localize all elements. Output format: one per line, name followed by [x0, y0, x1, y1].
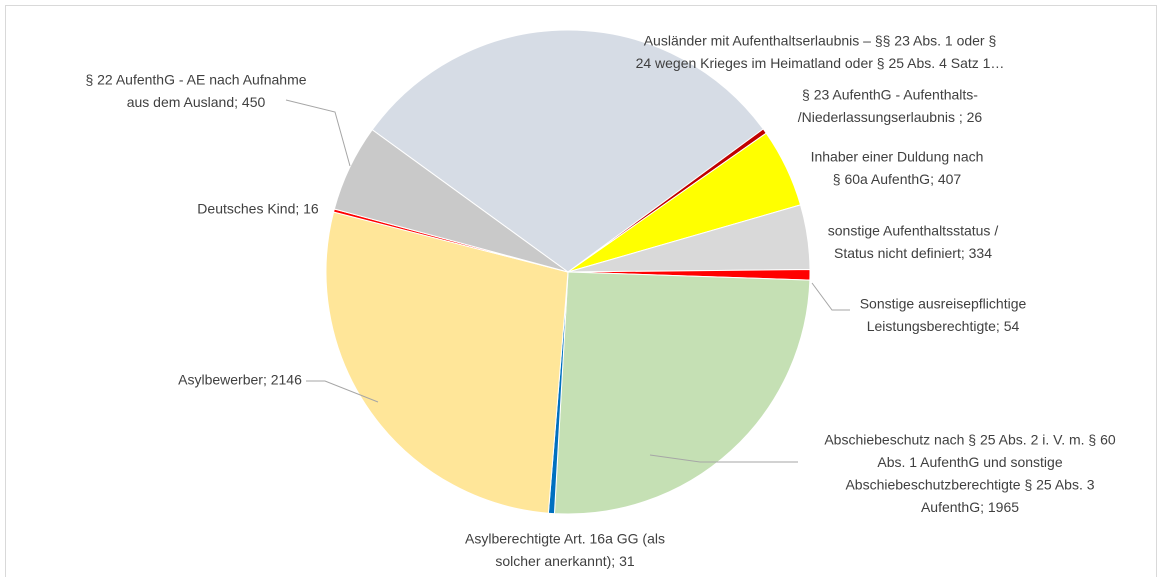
leader-line	[811, 282, 850, 311]
data-label: Asylbewerber; 2146	[178, 372, 302, 388]
data-label: Ausländer mit Aufenthaltserlaubnis – §§ …	[644, 33, 997, 49]
pie-slice	[553, 271, 811, 515]
data-label: solcher anerkannt); 31	[495, 553, 635, 569]
data-label: Abs. 1 AufenthG und sonstige	[877, 454, 1062, 470]
data-label: Inhaber einer Duldung nach	[811, 149, 984, 165]
data-label: Abschiebeschutzberechtigte § 25 Abs. 3	[845, 477, 1094, 493]
data-label: § 23 AufenthG - Aufenthalts-	[802, 87, 978, 103]
data-label: § 22 AufenthG - AE nach Aufnahme	[85, 72, 306, 88]
data-label: sonstige Aufenthaltsstatus /	[828, 223, 999, 239]
leader-line	[649, 454, 798, 463]
pie-slice	[333, 129, 569, 273]
data-label: 24 wegen Krieges im Heimatland oder § 25…	[636, 55, 1005, 71]
data-label: Deutsches Kind; 16	[197, 201, 319, 217]
data-label: Sonstige ausreisepflichtige	[860, 296, 1027, 312]
pie-slice	[325, 211, 569, 514]
data-label: § 60a AufenthG; 407	[833, 171, 962, 187]
data-label: Status nicht definiert; 334	[834, 245, 992, 261]
data-label: /Niederlassungserlaubnis ; 26	[798, 109, 983, 125]
data-label: Abschiebeschutz nach § 25 Abs. 2 i. V. m…	[824, 432, 1116, 448]
leader-line	[285, 99, 351, 167]
pie-slice	[371, 29, 764, 273]
leader-line	[306, 380, 379, 403]
data-label: aus dem Ausland; 450	[127, 94, 266, 110]
data-label: AufenthG; 1965	[921, 499, 1019, 515]
data-label: Asylberechtigte Art. 16a GG (als	[465, 531, 665, 547]
pie	[325, 29, 811, 515]
data-label: Leistungsberechtigte; 54	[867, 318, 1020, 334]
data-labels: Ausländer mit Aufenthaltserlaubnis – §§ …	[85, 33, 1115, 570]
